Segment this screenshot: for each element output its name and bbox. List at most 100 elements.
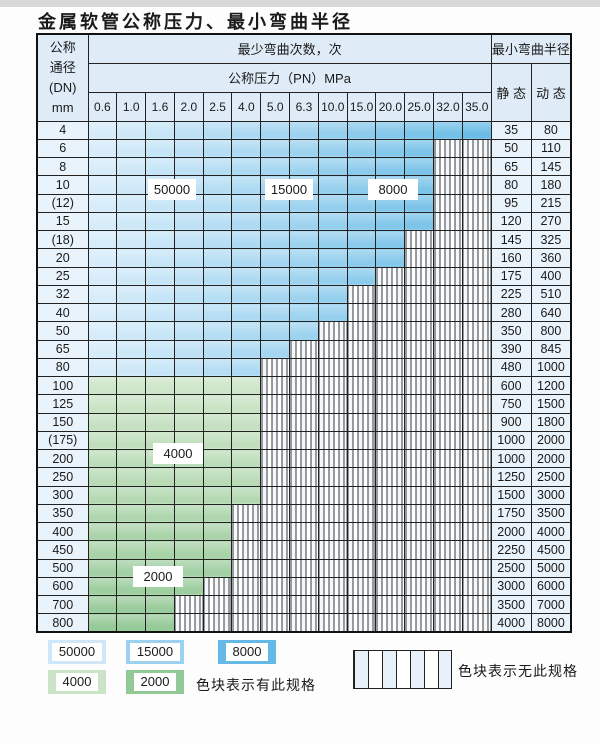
grid-cell-colored xyxy=(317,284,348,305)
grid-cell-hatched xyxy=(260,375,291,396)
grid-cell-colored xyxy=(145,412,175,432)
grid-cell-hatched xyxy=(433,503,463,524)
static-value-cell: 1000 xyxy=(490,448,532,469)
grid-cell-hatched xyxy=(461,540,492,560)
grid-cell-hatched xyxy=(289,339,319,359)
grid-cell-colored xyxy=(87,120,118,140)
static-value-cell: 175 xyxy=(490,266,532,286)
grid-cell-colored xyxy=(260,120,291,140)
grid-cell-colored xyxy=(173,248,204,268)
grid-cell-hatched xyxy=(317,375,348,396)
table-row: 4 35 80 xyxy=(36,120,572,140)
grid-cell-hatched xyxy=(404,448,435,469)
grid-cell-hatched xyxy=(461,503,492,524)
pressure-value-header: 20.0 xyxy=(375,91,406,122)
grid-cell-colored xyxy=(173,521,204,542)
dn-cell: 450 xyxy=(36,540,89,560)
grid-cell-colored xyxy=(116,248,147,268)
grid-cell-hatched xyxy=(317,521,348,542)
dn-cell: 4 xyxy=(36,120,89,140)
grid-cell-hatched xyxy=(433,448,463,469)
grid-cell-colored xyxy=(116,193,147,213)
pressure-radius-table: 公称 通径 (DN) mm 最少弯曲次数，次 最小弯曲半径 公称压力（PN）MPa 静 态动 … xyxy=(36,33,573,633)
grid-cell-hatched xyxy=(317,467,348,487)
grid-cell-hatched xyxy=(461,156,492,177)
pressure-value-header: 2.0 xyxy=(173,91,204,122)
dynamic-value-cell: 110 xyxy=(530,138,572,159)
dn-cell: 6 xyxy=(36,138,89,159)
grid-cell-colored xyxy=(289,248,319,268)
grid-cell-colored xyxy=(116,156,147,177)
grid-cell-hatched xyxy=(404,357,435,378)
table-row: 40 280 640 xyxy=(36,302,572,323)
grid-cell-colored xyxy=(87,558,118,578)
grid-cell-hatched xyxy=(461,193,492,213)
grid-cell-hatched xyxy=(404,430,435,451)
static-value-cell: 1500 xyxy=(490,485,532,505)
grid-cell-colored xyxy=(433,120,463,140)
static-value-cell: 120 xyxy=(490,211,532,232)
table-row: 25 175 400 xyxy=(36,266,572,286)
grid-cell-colored xyxy=(145,467,175,487)
grid-cell-colored xyxy=(346,156,377,177)
grid-cell-hatched xyxy=(461,576,492,597)
grid-cell-colored xyxy=(173,321,204,341)
grid-cell-hatched xyxy=(231,521,262,542)
grid-cell-hatched xyxy=(289,467,319,487)
grid-cell-hatched xyxy=(433,485,463,505)
grid-cell-hatched xyxy=(289,521,319,542)
grid-cell-hatched xyxy=(260,521,291,542)
grid-cell-hatched xyxy=(461,266,492,286)
grid-cell-colored xyxy=(87,266,118,286)
grid-cell-colored xyxy=(260,138,291,159)
grid-cell-hatched xyxy=(289,430,319,451)
grid-cell-colored xyxy=(317,138,348,159)
grid-cell-colored xyxy=(202,430,233,451)
bend-cycles-header: 最少弯曲次数，次 xyxy=(87,33,492,64)
grid-cell-colored xyxy=(145,138,175,159)
grid-cell-colored xyxy=(289,120,319,140)
table-row: 80 480 1000 xyxy=(36,357,572,378)
grid-cell-hatched xyxy=(289,503,319,524)
dynamic-value-cell: 6000 xyxy=(530,576,572,597)
grid-cell-hatched xyxy=(433,521,463,542)
grid-cell-colored xyxy=(260,248,291,268)
grid-cell-colored xyxy=(231,138,262,159)
dn-cell: 40 xyxy=(36,302,89,323)
grid-cell-hatched xyxy=(404,302,435,323)
grid-cell-colored xyxy=(260,156,291,177)
grid-cell-hatched xyxy=(404,339,435,359)
nominal-pressure-header: 公称压力（PN）MPa xyxy=(87,62,492,93)
grid-cell-hatched xyxy=(375,448,406,469)
grid-cell-colored xyxy=(87,321,118,341)
grid-cell-colored xyxy=(231,120,262,140)
grid-cell-colored xyxy=(173,375,204,396)
grid-cell-colored xyxy=(116,138,147,159)
grid-cell-hatched xyxy=(404,248,435,268)
grid-cell-hatched xyxy=(461,448,492,469)
grid-cell-colored xyxy=(202,558,233,578)
grid-cell-hatched xyxy=(289,412,319,432)
grid-cell-colored xyxy=(145,302,175,323)
table-row: (175) 1000 2000 xyxy=(36,430,572,451)
grid-cell-colored xyxy=(87,394,118,414)
grid-cell-colored xyxy=(116,394,147,414)
grid-cell-colored xyxy=(145,485,175,505)
pressure-value-header: 5.0 xyxy=(260,91,291,122)
grid-cell-hatched xyxy=(433,138,463,159)
grid-cell-hatched xyxy=(289,375,319,396)
grid-cell-colored xyxy=(116,302,147,323)
grid-cell-hatched xyxy=(260,594,291,615)
grid-cell-colored xyxy=(173,540,204,560)
dn-cell: 80 xyxy=(36,357,89,378)
grid-cell-colored xyxy=(87,467,118,487)
grid-cell-colored xyxy=(173,357,204,378)
grid-cell-colored xyxy=(231,156,262,177)
grid-cell-colored xyxy=(87,375,118,396)
grid-cell-colored xyxy=(173,412,204,432)
static-value-cell: 390 xyxy=(490,339,532,359)
grid-cell-colored xyxy=(87,503,118,524)
grid-cell-hatched xyxy=(346,284,377,305)
dynamic-value-cell: 3000 xyxy=(530,485,572,505)
grid-cell-colored xyxy=(145,120,175,140)
